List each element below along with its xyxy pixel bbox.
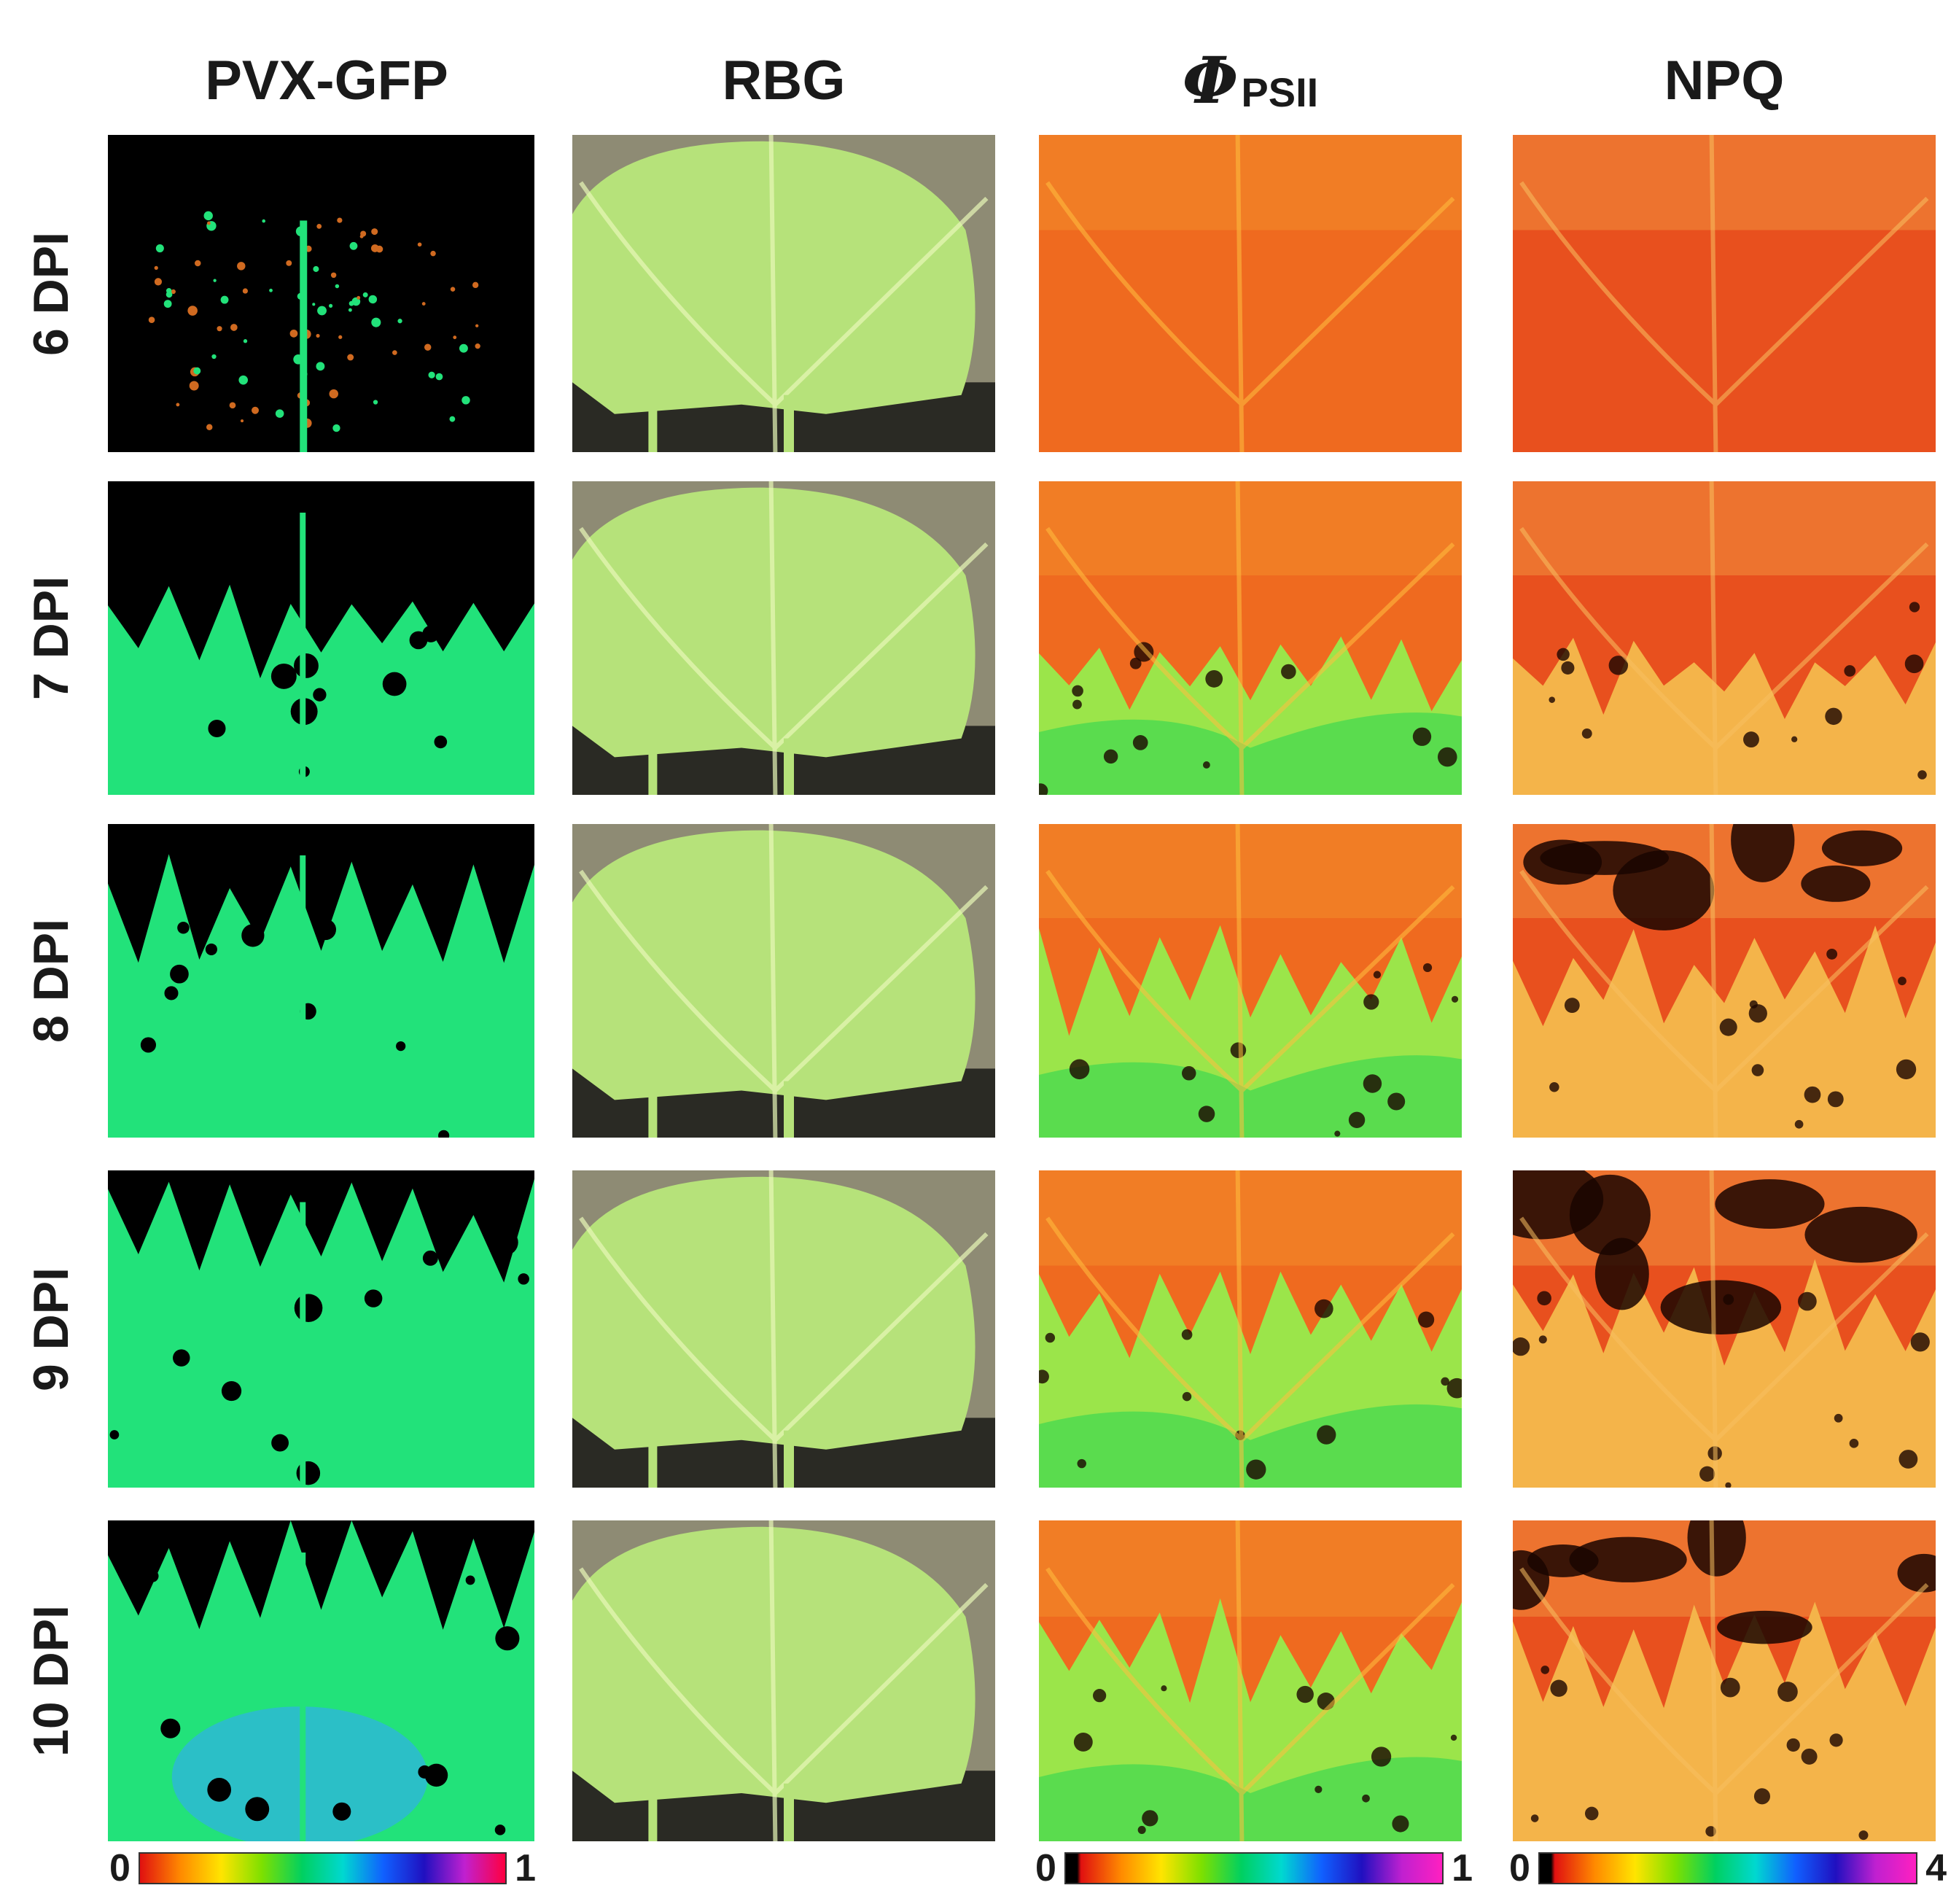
image-rbg-0 bbox=[572, 135, 995, 452]
panel-rbg-1 bbox=[572, 481, 995, 795]
column-title-pvx-gfp: PVX-GFP bbox=[205, 49, 448, 112]
image-pvx-2 bbox=[108, 824, 534, 1138]
panel-pvx-1 bbox=[108, 481, 534, 795]
image-npq-1 bbox=[1513, 481, 1936, 795]
panel-npq-0 bbox=[1513, 135, 1936, 452]
image-pvx-1 bbox=[108, 481, 534, 795]
npq-color-scale: 0 4 bbox=[1509, 1847, 1947, 1889]
row-label-6-dpi: 6 DPI bbox=[23, 231, 79, 356]
panel-phi-4 bbox=[1039, 1520, 1462, 1841]
panel-rbg-2 bbox=[572, 824, 995, 1138]
panel-phi-0 bbox=[1039, 135, 1462, 452]
image-pvx-3 bbox=[108, 1170, 534, 1488]
column-title-rbg: RBG bbox=[722, 49, 846, 112]
image-phi-0 bbox=[1039, 135, 1462, 452]
row-label-9-dpi: 9 DPI bbox=[23, 1267, 79, 1391]
panel-phi-3 bbox=[1039, 1170, 1462, 1488]
image-rbg-4 bbox=[572, 1520, 995, 1841]
image-rbg-1 bbox=[572, 481, 995, 795]
image-pvx-4 bbox=[108, 1520, 534, 1841]
panel-rbg-4 bbox=[572, 1520, 995, 1841]
panel-rbg-3 bbox=[572, 1170, 995, 1488]
pvx-gfp-scale-bar bbox=[139, 1852, 507, 1884]
image-phi-3 bbox=[1039, 1170, 1462, 1488]
panel-npq-1 bbox=[1513, 481, 1936, 795]
npq-scale-bar bbox=[1538, 1852, 1917, 1884]
image-rbg-3 bbox=[572, 1170, 995, 1488]
panel-npq-3 bbox=[1513, 1170, 1936, 1488]
panel-pvx-0 bbox=[108, 135, 534, 452]
image-npq-3 bbox=[1513, 1170, 1936, 1488]
phi-psii-color-scale: 0 1 bbox=[1035, 1847, 1473, 1889]
pvx-gfp-color-scale: 0 1 bbox=[109, 1847, 536, 1889]
image-npq-0 bbox=[1513, 135, 1936, 452]
panel-phi-1 bbox=[1039, 481, 1462, 795]
row-label-10-dpi: 10 DPI bbox=[23, 1605, 79, 1757]
image-phi-2 bbox=[1039, 824, 1462, 1138]
panel-npq-4 bbox=[1513, 1520, 1936, 1841]
phi-psii-scale-bar bbox=[1064, 1852, 1444, 1884]
row-label-7-dpi: 7 DPI bbox=[23, 575, 79, 701]
panel-pvx-3 bbox=[108, 1170, 534, 1488]
image-npq-4 bbox=[1513, 1520, 1936, 1841]
panel-npq-2 bbox=[1513, 824, 1936, 1138]
image-rbg-2 bbox=[572, 824, 995, 1138]
panel-pvx-4 bbox=[108, 1520, 534, 1841]
panel-pvx-2 bbox=[108, 824, 534, 1138]
image-npq-2 bbox=[1513, 824, 1936, 1138]
image-phi-1 bbox=[1039, 481, 1462, 795]
panel-phi-2 bbox=[1039, 824, 1462, 1138]
panel-rbg-0 bbox=[572, 135, 995, 452]
image-phi-4 bbox=[1039, 1520, 1462, 1841]
row-label-8-dpi: 8 DPI bbox=[23, 918, 79, 1044]
column-title-phi-psii: Φ PSII bbox=[1182, 42, 1319, 118]
image-pvx-0 bbox=[108, 135, 534, 452]
column-title-npq: NPQ bbox=[1664, 49, 1785, 112]
